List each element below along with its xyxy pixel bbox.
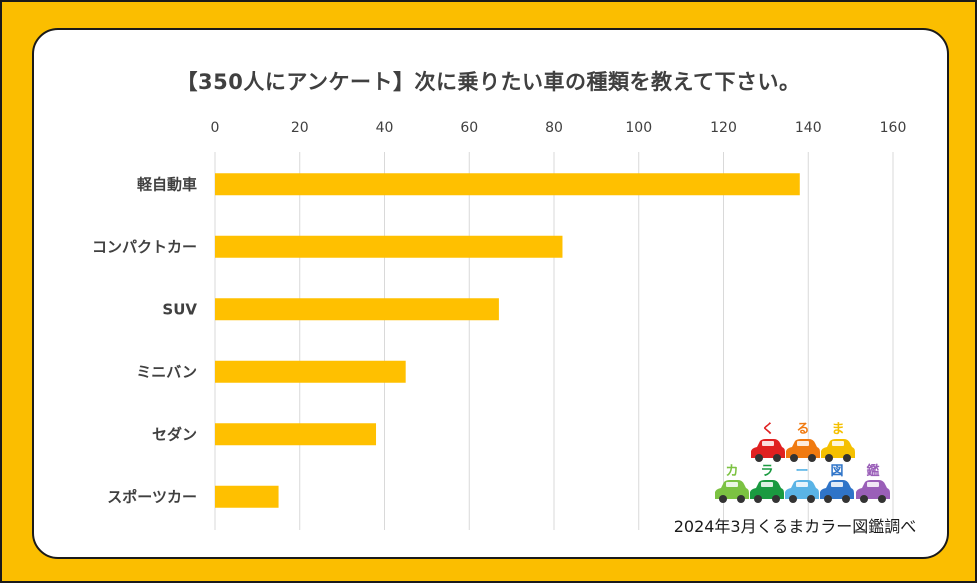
x-tick-label: 120	[710, 120, 737, 136]
x-tick-label: 40	[376, 120, 394, 136]
kuruma-color-zukan-logo: く る ま カ ラ ー 図 鑑	[715, 422, 890, 503]
car-icon	[715, 480, 749, 503]
chart-title: 【350人にアンケート】次に乗りたい車の種類を教えて下さい。	[176, 70, 801, 94]
chart-card	[32, 28, 949, 559]
bar-3	[215, 360, 406, 383]
car-icon	[751, 439, 785, 462]
logo-char: ラ	[760, 464, 773, 479]
bar-2	[215, 298, 499, 321]
x-tick-label: 20	[291, 120, 309, 136]
logo-char: 鑑	[866, 463, 879, 479]
car-icon	[785, 480, 819, 503]
source-credit: 2024年3月くるまカラー図鑑調べ	[673, 517, 917, 536]
category-label: コンパクトカー	[92, 238, 197, 256]
x-tick-label: 80	[545, 120, 563, 136]
car-icon	[856, 480, 890, 503]
bar-1	[215, 235, 563, 258]
logo-char: ー	[795, 464, 808, 479]
category-label: 軽自動車	[137, 175, 197, 193]
category-label: セダン	[152, 425, 197, 443]
logo-char: 図	[830, 464, 843, 479]
car-icon	[786, 439, 820, 462]
x-tick-label: 60	[460, 120, 478, 136]
bar-0	[215, 173, 800, 196]
logo-char: る	[796, 422, 809, 437]
category-label: ミニバン	[136, 363, 197, 381]
category-label: スポーツカー	[107, 488, 197, 506]
logo-char: カ	[725, 464, 738, 479]
x-tick-labels: 0 20 40 60 80 100 120 140 160	[211, 120, 907, 136]
grid-lines	[214, 152, 894, 530]
x-tick-label: 140	[795, 120, 822, 136]
logo-char: ま	[831, 422, 844, 437]
bar-4	[215, 423, 377, 446]
car-icon	[750, 480, 784, 503]
category-label: SUV	[162, 300, 197, 318]
car-icon	[821, 439, 855, 462]
bars	[215, 173, 800, 508]
bar-5	[215, 485, 279, 508]
car-icon	[820, 480, 854, 503]
x-tick-label: 160	[880, 120, 907, 136]
x-tick-label: 0	[211, 120, 220, 136]
x-tick-label: 100	[625, 120, 652, 136]
logo-char: く	[761, 422, 774, 437]
